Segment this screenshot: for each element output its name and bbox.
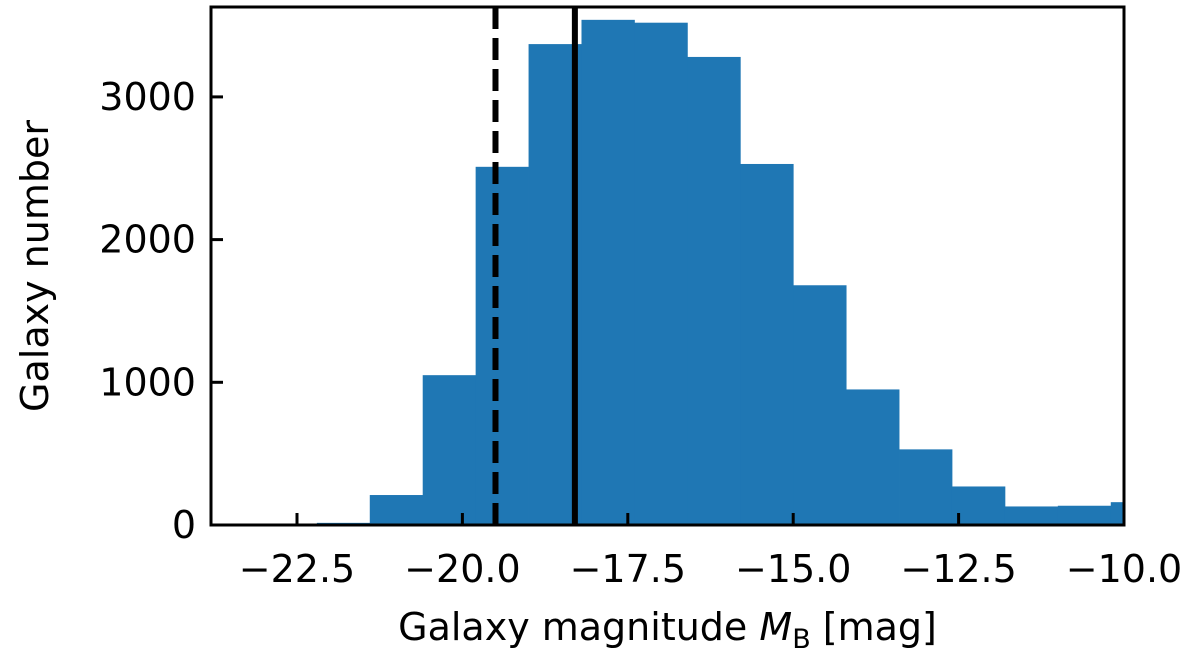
x-tick-label: −20.0 bbox=[404, 547, 520, 591]
histogram-bar-16 bbox=[1057, 505, 1112, 525]
x-axis-label-subscript: B bbox=[792, 624, 811, 655]
x-tick-label: −22.5 bbox=[239, 547, 355, 591]
histogram-bar-10 bbox=[740, 163, 794, 525]
histogram-bar-8 bbox=[634, 22, 688, 525]
x-axis-label-text: Galaxy magnitude bbox=[398, 605, 759, 649]
histogram-bar-5 bbox=[475, 166, 529, 525]
histogram-bars bbox=[211, 19, 1125, 526]
x-axis-label: Galaxy magnitude MB [mag] bbox=[398, 605, 937, 655]
reference-lines bbox=[492, 7, 578, 525]
x-tick-label: −10.0 bbox=[1066, 547, 1182, 591]
y-tick-label: 0 bbox=[172, 503, 196, 547]
histogram-bar-11 bbox=[793, 285, 847, 525]
histogram-bar-13 bbox=[899, 449, 953, 525]
histogram-bar-4 bbox=[422, 375, 477, 525]
y-tick-label: 1000 bbox=[99, 360, 196, 404]
y-tick-label: 2000 bbox=[99, 218, 196, 262]
plot-frame bbox=[209, 5, 1126, 527]
y-axis-label: Galaxy number bbox=[13, 120, 57, 412]
y-axis-ticks: 0 1000 2000 3000 bbox=[99, 75, 223, 547]
x-tick-label: −15.0 bbox=[735, 547, 851, 591]
x-axis-label-symbol: M bbox=[759, 605, 792, 649]
histogram-bar-9 bbox=[687, 56, 741, 525]
histogram-bar-15 bbox=[1004, 506, 1059, 525]
histogram-bar-12 bbox=[846, 389, 900, 525]
x-tick-label: −12.5 bbox=[900, 547, 1016, 591]
histogram-bar-3 bbox=[369, 495, 424, 525]
histogram-bar-14 bbox=[951, 486, 1006, 525]
x-tick-label: −17.5 bbox=[570, 547, 686, 591]
x-axis-label-unit: [mag] bbox=[811, 605, 937, 649]
y-tick-label: 3000 bbox=[99, 75, 196, 119]
histogram-bar-17 bbox=[1110, 502, 1125, 525]
histogram-bar-7 bbox=[581, 19, 635, 526]
x-axis-ticks: −22.5 −20.0 −17.5 −15.0 −12.5 −10.0 bbox=[239, 513, 1182, 591]
